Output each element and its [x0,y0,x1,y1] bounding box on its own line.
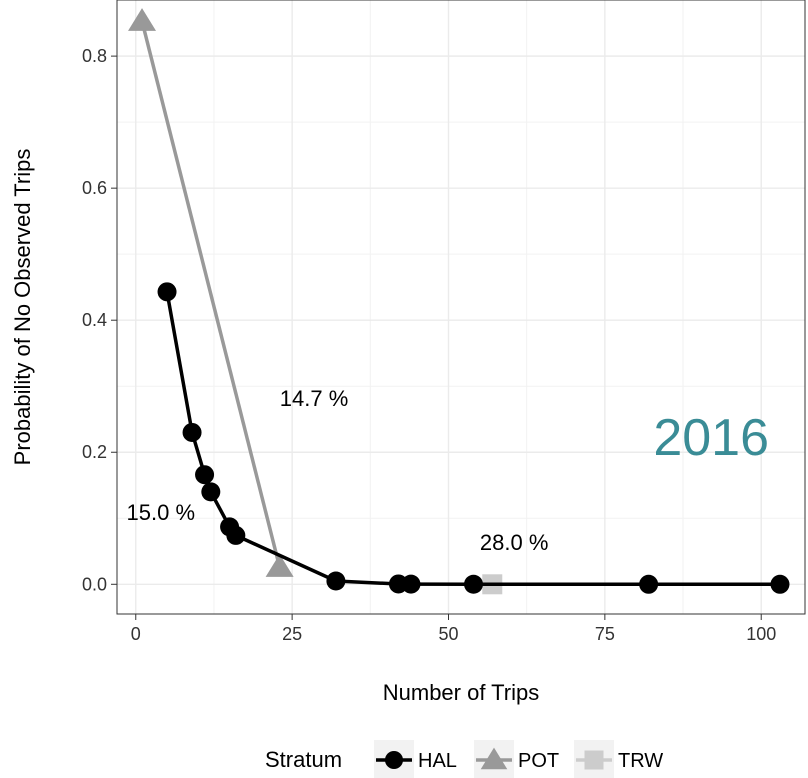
y-tick-label: 0.0 [82,574,107,594]
annotations: 14.7 % 15.0 % 28.0 % [127,386,549,555]
data-point-pot [265,554,294,577]
percent-annotation: 15.0 % [127,500,196,525]
legend-key-triangle [480,747,508,770]
series-line-pot [140,20,282,568]
y-tick-label: 0.6 [82,178,107,198]
legend-key-square [584,750,604,770]
plot-panel-border [116,0,806,615]
legend-key-circle [384,750,404,770]
data-point-hal [770,574,790,594]
legend-title: Stratum [265,747,342,772]
legend-item-trw: TRW [574,740,663,778]
legend: Stratum HAL POT TRW [265,740,663,778]
data-point-hal [401,574,421,594]
data-point-hal [201,482,221,502]
y-axis-title: Probability of No Observed Trips [10,149,35,466]
legend-label-hal: HAL [418,750,457,772]
x-tick-label: 75 [595,624,615,644]
year-label: 2016 [653,409,769,467]
legend-item-pot: POT [474,740,559,778]
x-tick-label: 50 [438,624,458,644]
x-tick-label: 0 [131,624,141,644]
series-group [128,8,790,595]
data-point-hal [195,465,215,485]
legend-items: HAL POT TRW [374,740,663,778]
data-point-hal [182,422,202,442]
y-tick-label: 0.8 [82,46,107,66]
data-point-pot [128,8,157,31]
legend-label-trw: TRW [618,750,663,772]
y-tick-label: 0.4 [82,310,107,330]
legend-label-pot: POT [518,750,559,772]
data-point-hal [157,282,177,302]
x-axis-title: Number of Trips [383,680,540,705]
x-tick-label: 25 [282,624,302,644]
legend-item-hal: HAL [374,740,457,778]
data-point-hal [639,574,659,594]
data-point-hal [226,525,246,545]
data-point-hal [326,571,346,591]
x-tick-label: 100 [746,624,776,644]
series-pot [128,8,294,577]
percent-annotation: 28.0 % [480,530,549,555]
y-tick-label: 0.2 [82,442,107,462]
data-point-hal [464,574,484,594]
series-hal [157,282,790,594]
percent-annotation: 14.7 % [280,386,349,411]
grid [117,0,805,614]
axis-ticks: 0 25 50 75 100 0.0 0.2 0.4 0.6 0.8 [82,46,776,644]
